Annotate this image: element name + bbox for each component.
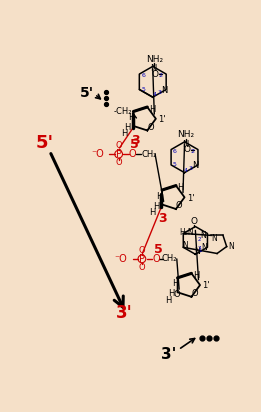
Text: CH₂: CH₂: [161, 254, 177, 262]
Text: N: N: [228, 242, 234, 251]
Text: H: H: [193, 271, 199, 280]
Text: 3: 3: [157, 90, 161, 95]
Text: O: O: [139, 263, 145, 272]
Text: H: H: [121, 129, 127, 138]
Text: H: H: [172, 279, 179, 288]
Text: N: N: [211, 234, 217, 243]
Text: H: H: [128, 113, 134, 122]
Text: CH₂: CH₂: [141, 150, 157, 159]
Text: O: O: [152, 70, 159, 79]
Text: N: N: [194, 247, 200, 256]
Text: 1': 1': [187, 194, 194, 203]
Text: H: H: [157, 192, 163, 201]
Text: ⁻O: ⁻O: [114, 254, 127, 264]
Text: 3: 3: [158, 212, 167, 225]
Text: 5': 5': [80, 87, 94, 101]
Text: O: O: [115, 158, 122, 167]
Text: 2: 2: [198, 237, 201, 242]
Text: H: H: [124, 123, 130, 132]
Text: N: N: [182, 140, 188, 149]
Text: 1': 1': [203, 281, 210, 290]
Text: 6: 6: [141, 73, 145, 78]
Text: P: P: [139, 254, 145, 264]
Text: 4: 4: [184, 168, 188, 173]
Text: 3: 3: [189, 166, 193, 171]
Text: H: H: [149, 105, 155, 114]
Text: N: N: [161, 86, 167, 95]
Text: O: O: [147, 123, 154, 132]
Text: O: O: [174, 290, 180, 299]
Text: H: H: [150, 208, 156, 217]
Text: 3': 3': [161, 347, 176, 362]
Text: 5: 5: [173, 162, 177, 167]
Text: H₂N: H₂N: [179, 228, 194, 237]
Text: 4: 4: [152, 92, 156, 97]
Text: 3': 3': [116, 304, 132, 322]
Text: 6: 6: [173, 149, 177, 154]
Text: N: N: [192, 161, 199, 170]
Text: N: N: [150, 64, 157, 73]
Text: O: O: [115, 141, 122, 150]
Text: O: O: [190, 218, 197, 227]
Text: 1': 1': [158, 115, 166, 124]
Text: O: O: [139, 246, 145, 255]
Text: 1: 1: [198, 248, 201, 253]
Text: 5: 5: [154, 243, 163, 256]
Text: 5: 5: [130, 138, 139, 152]
Text: H: H: [168, 289, 175, 298]
Text: N: N: [183, 241, 188, 250]
Text: H: H: [153, 201, 159, 211]
Text: H: H: [165, 295, 171, 304]
Text: ⁻O: ⁻O: [91, 149, 104, 159]
Text: P: P: [116, 149, 122, 159]
Text: H: H: [177, 183, 184, 192]
Text: O: O: [129, 149, 137, 159]
Text: 7: 7: [198, 246, 201, 250]
Text: NH₂: NH₂: [177, 131, 195, 139]
Text: 5': 5': [35, 134, 53, 152]
Text: NH₂: NH₂: [146, 55, 163, 64]
Text: N: N: [200, 230, 206, 239]
Text: 5: 5: [141, 87, 145, 92]
Text: N: N: [201, 243, 207, 252]
Text: O: O: [152, 254, 160, 264]
Text: 3: 3: [131, 134, 140, 147]
Text: O: O: [176, 201, 182, 211]
Text: -CH₂: -CH₂: [114, 107, 133, 115]
Text: 2: 2: [191, 149, 194, 154]
Text: O: O: [191, 289, 198, 298]
Text: O: O: [183, 145, 191, 154]
Text: 2: 2: [159, 73, 163, 78]
